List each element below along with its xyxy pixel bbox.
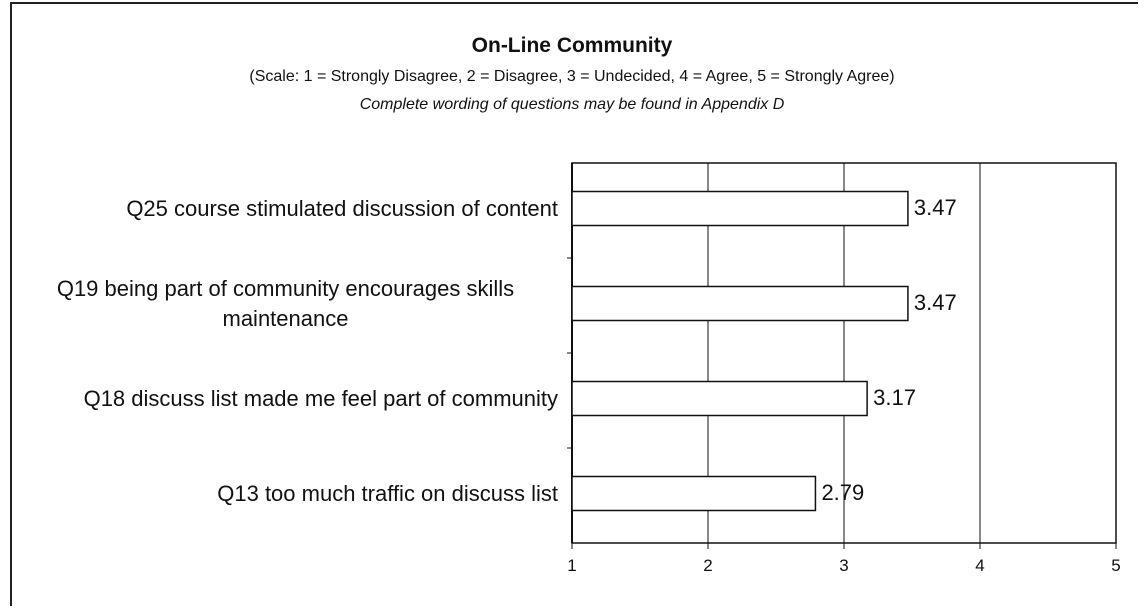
bar (571, 285, 909, 322)
x-tick-label: 5 (1111, 556, 1121, 575)
category-label-box: Q18 discuss list made me feel part of co… (0, 359, 558, 439)
y-tick-label: Q25 course stimulated discussion of cont… (126, 195, 558, 221)
y-tick-label: Q13 too much traffic on discuss list (217, 480, 558, 506)
value-label: 2.79 (821, 479, 865, 505)
chart-subtitle: (Scale: 1 = Strongly Disagree, 2 = Disag… (249, 68, 895, 85)
category-label-box: Q13 too much traffic on discuss list (0, 454, 558, 534)
x-tick-label: 2 (703, 556, 713, 575)
x-tick-label: 3 (839, 556, 849, 575)
frame (10, 2, 1138, 606)
value-label: 3.47 (913, 194, 957, 220)
category-label-box: Q19 being part of community encourages s… (0, 264, 558, 344)
x-tick-label: 1 (567, 556, 577, 575)
bar (571, 380, 868, 417)
category-label-box: Q25 course stimulated discussion of cont… (0, 169, 558, 249)
chart-title: On-Line Community (471, 34, 673, 57)
bar (571, 190, 909, 227)
chart-note: Complete wording of questions may be fou… (359, 96, 785, 113)
bar (571, 475, 817, 512)
x-tick-label: 4 (975, 556, 985, 575)
y-tick-label: Q19 being part of community encourages s… (56, 275, 515, 331)
y-tick-label: Q18 discuss list made me feel part of co… (83, 385, 558, 411)
value-label: 3.17 (873, 384, 916, 410)
value-label: 3.47 (913, 289, 957, 315)
